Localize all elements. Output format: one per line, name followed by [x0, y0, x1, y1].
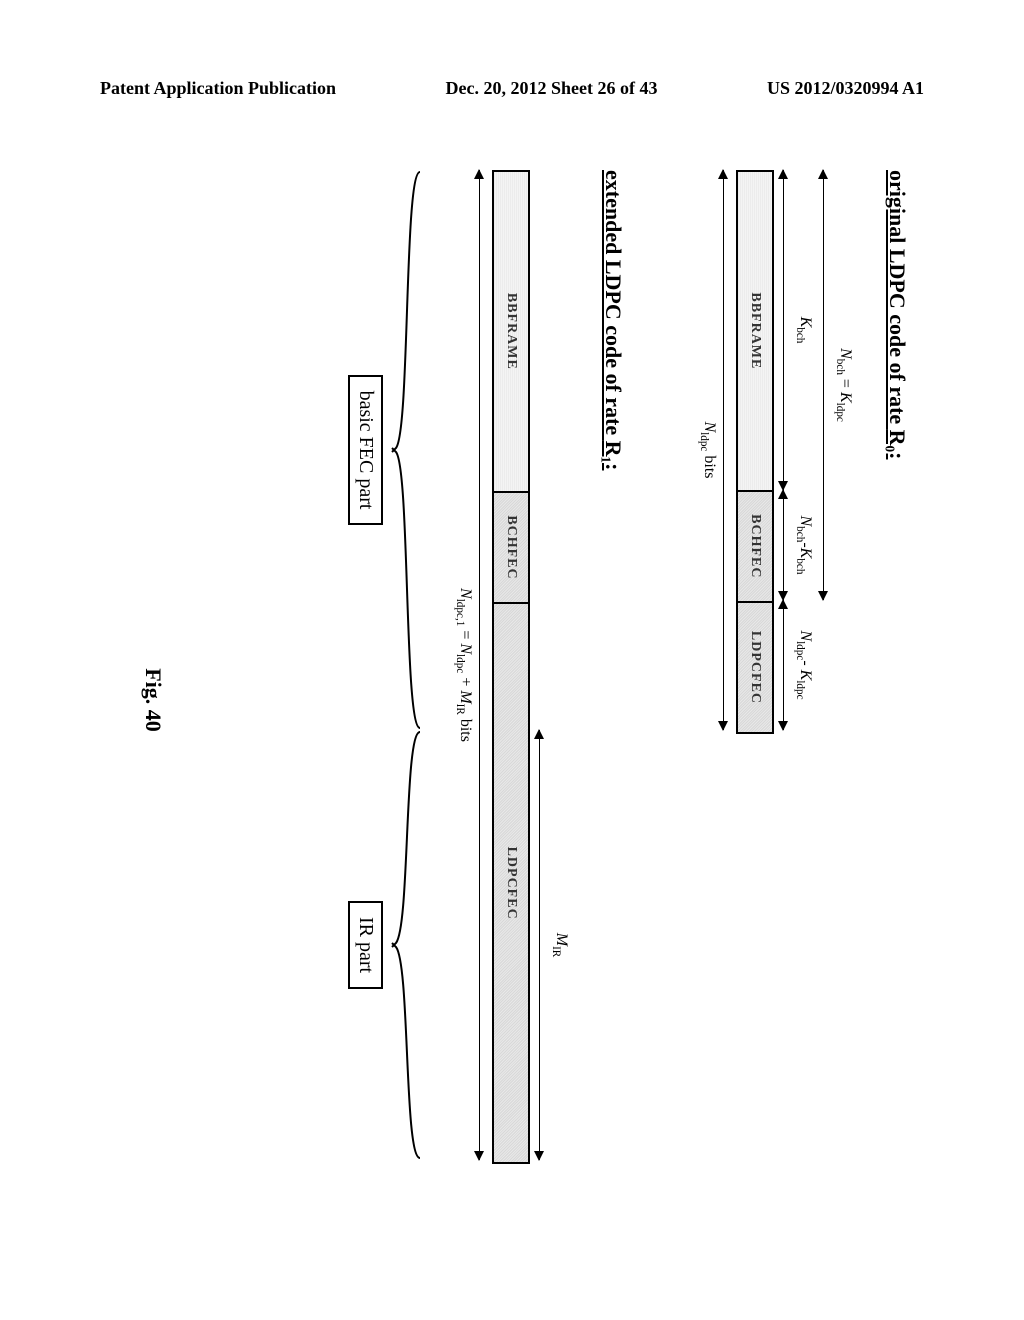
- seg-bbframe-orig: BBFRAME: [738, 172, 772, 492]
- dim-mir: MIR: [550, 730, 570, 1160]
- seg-bbframe-ext: BBFRAME: [494, 172, 528, 493]
- seg-ldpcfec-orig: LDPCFEC: [738, 603, 772, 732]
- seg-bchfec-orig: BCHFEC: [738, 492, 772, 603]
- seg-ldpcfec-ext: LDPCFEC: [494, 604, 528, 1162]
- extended-frame-bar: BBFRAME BCHFEC LDPCFEC: [492, 170, 530, 1164]
- dim-nbch-minus-kbch: Nbch-Kbch: [794, 490, 814, 600]
- header-left: Patent Application Publication: [100, 78, 336, 99]
- title-extended: extended LDPC code of rate R₁:: [600, 170, 626, 1230]
- original-frame-bar: BBFRAME BCHFEC LDPCFEC: [736, 170, 774, 734]
- brace-basic-fec: basic FEC part: [348, 170, 422, 730]
- header-center: Dec. 20, 2012 Sheet 26 of 43: [446, 78, 658, 99]
- title-original: original LDPC code of rate R₀:: [884, 170, 910, 1230]
- dim-nbch-kldpc: Nbch = Kldpc: [834, 170, 854, 600]
- dim-kbch: Kbch: [794, 170, 814, 490]
- header-right: US 2012/0320994 A1: [767, 78, 924, 99]
- brace-ir-part: IR part: [348, 730, 422, 1160]
- dim-nldpc-minus-kldpc: Nldpc- Kldpc: [794, 600, 814, 730]
- seg-bchfec-ext: BCHFEC: [494, 493, 528, 605]
- dim-nldpc-bits: Nldpc bits: [698, 170, 718, 730]
- figure-label: Fig. 40: [140, 170, 166, 1230]
- figure-rotated-container: original LDPC code of rate R₀: Nbch = Kl…: [0, 280, 1024, 1120]
- dim-nldpc1: Nldpc,1 = Nldpc + MIR bits: [454, 170, 474, 1160]
